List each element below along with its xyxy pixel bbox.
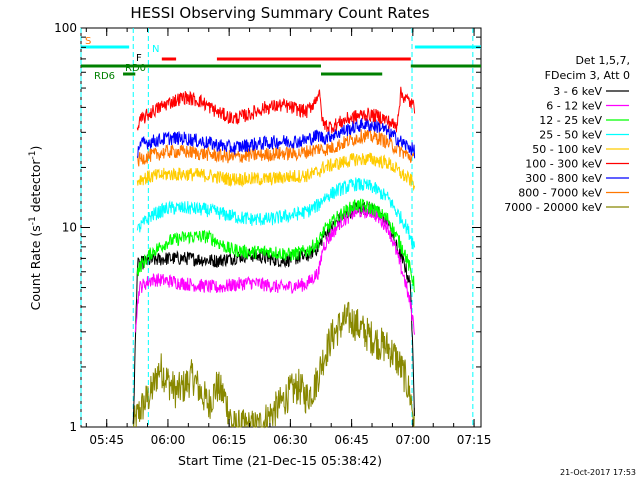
x-axis-label: Start Time (21-Dec-15 05:38:42) <box>178 453 382 468</box>
y-axis: 1 10 100 <box>54 21 481 434</box>
flag-label: RD0 <box>125 63 146 74</box>
y-tick-label: 100 <box>54 21 77 35</box>
x-tick-label: 06:30 <box>273 433 308 447</box>
y-axis-label-end: ) <box>28 146 43 151</box>
series-line <box>136 177 416 250</box>
series-line <box>136 118 416 159</box>
series-line <box>136 152 416 192</box>
legend-entry-label: 25 - 50 keV <box>539 129 602 142</box>
series-line <box>132 301 415 429</box>
legend-entry-label: 7000 - 20000 keV <box>504 201 602 214</box>
y-axis-label-main: Count Rate (s <box>28 225 43 310</box>
x-tick-label: 06:00 <box>151 433 186 447</box>
vertical-markers <box>80 28 474 427</box>
flag-label: S <box>85 36 91 47</box>
series-layer <box>132 86 416 429</box>
legend-entry-label: 800 - 7000 keV <box>518 187 602 200</box>
x-tick-label: 05:45 <box>89 433 124 447</box>
series-line <box>136 127 416 167</box>
y-tick-label: 1 <box>69 420 77 434</box>
y-axis-label-exp1: -1 <box>28 216 38 225</box>
x-tick-label: 07:15 <box>457 433 492 447</box>
legend-header-line-2: FDecim 3, Att 0 <box>545 69 630 82</box>
flag-label: RD6 <box>94 71 115 82</box>
legend-entry-label: 6 - 12 keV <box>546 100 602 113</box>
series-line <box>136 86 416 134</box>
legend-entry-label: 100 - 300 keV <box>525 158 602 171</box>
y-axis-label-exp2: -1 <box>28 151 38 160</box>
x-tick-label: 06:45 <box>334 433 369 447</box>
legend-entry-label: 3 - 6 keV <box>553 85 602 98</box>
legend-entry-label: 12 - 25 keV <box>539 114 602 127</box>
x-tick-label: 06:15 <box>212 433 247 447</box>
legend: Det 1,5,7, FDecim 3, Att 0 3 - 6 keV 6 - … <box>504 54 630 214</box>
x-axis: 05:45 06:00 06:15 06:30 06:45 07:00 07:15 <box>85 28 492 447</box>
chart-title: HESSI Observing Summary Count Rates <box>130 4 429 22</box>
legend-header-line-1: Det 1,5,7, <box>575 54 630 67</box>
y-tick-label: 10 <box>62 221 77 235</box>
series-line <box>136 198 416 293</box>
flag-label: F <box>136 53 142 64</box>
series-line <box>134 203 415 335</box>
y-axis-label: Count Rate (s-1 detector-1) <box>28 146 43 311</box>
legend-entry-label: 300 - 800 keV <box>525 172 602 185</box>
flag-label: N <box>152 44 159 55</box>
legend-entry-label: 50 - 100 keV <box>532 143 602 156</box>
x-tick-label: 07:00 <box>396 433 431 447</box>
timestamp: 21-Oct-2017 17:53 <box>560 468 636 477</box>
y-axis-label-mid: detector <box>28 159 43 217</box>
